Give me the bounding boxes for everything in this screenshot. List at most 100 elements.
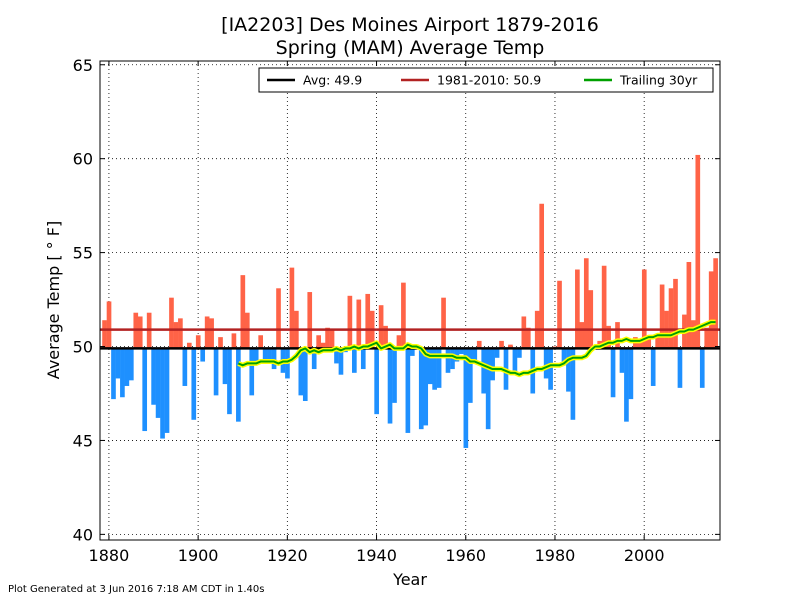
data-bar [588,290,594,349]
data-bar [307,292,313,349]
data-bar [338,348,344,375]
data-bar [695,154,701,349]
data-bar [356,299,362,349]
data-bar [713,258,718,349]
data-bar [169,297,174,349]
data-bar [124,348,130,386]
data-bar [222,348,228,385]
data-bar [240,275,246,349]
x-tick-label: 1960 [445,546,486,565]
data-bar [218,337,223,349]
data-bar [115,348,121,379]
data-bar [334,348,339,364]
data-bar [271,348,277,370]
data-bar [142,348,148,432]
data-bar [476,340,482,349]
data-bar [423,348,429,426]
data-bar [383,325,388,349]
data-bar [548,348,553,390]
grid-layer [100,61,720,540]
data-bar [298,348,304,396]
data-bar [610,348,616,398]
y-axis-label: Average Temp [ ° F] [44,221,63,379]
data-bar [227,348,232,415]
legend-trailing-label: Trailing 30yr [619,73,698,88]
data-bar [360,348,366,370]
data-bar [472,348,478,364]
x-tick-label: 1900 [178,546,219,565]
legend: Avg: 49.9 1981-2010: 50.9 Trailing 30yr [258,67,714,93]
data-bar [481,348,487,394]
data-bar [699,348,705,388]
data-bar [195,335,201,349]
data-bar [646,337,652,349]
data-bar [276,288,281,349]
y-tick-label: 55 [73,244,93,263]
data-bar [494,348,500,358]
lines-layer [100,319,720,378]
x-tick-label: 2000 [624,546,665,565]
data-bar [441,297,446,349]
chart-subtitle: Spring (MAM) Average Temp [276,37,545,59]
data-bar [191,348,197,420]
data-bar [459,348,464,355]
data-bar [601,265,607,349]
data-bar [641,269,647,349]
data-bar [111,348,116,400]
data-bar [236,348,241,422]
data-bar [178,318,183,349]
data-bar [704,327,710,349]
data-bar [392,348,397,403]
data-bar [436,348,442,388]
data-bar [708,271,714,349]
trailing-line [237,321,716,376]
data-bar [677,348,683,388]
y-tick-label: 65 [73,56,93,75]
data-bar [490,348,495,381]
data-bar [128,348,134,381]
data-bar [173,322,179,349]
data-bar [521,316,527,349]
legend-normal-label: 1981-2010: 50.9 [437,73,541,88]
data-bar [106,301,112,349]
data-bar [467,348,473,403]
data-bar [615,322,620,349]
data-bar [374,348,379,415]
data-bar [302,348,308,401]
x-axis-label: Year [392,570,427,589]
data-bar [186,342,192,349]
data-bar [160,348,165,439]
data-bar [405,348,411,433]
data-bar [231,333,237,349]
data-bar [637,339,643,349]
data-bar [155,348,161,418]
x-tick-label: 1920 [267,546,308,565]
data-bar [311,348,317,370]
data-bar [120,348,125,398]
y-tick-label: 50 [73,338,93,357]
data-bar [673,278,678,349]
x-tick-label: 1940 [356,546,397,565]
data-bar [410,348,415,356]
data-bar [320,342,326,349]
data-bar [213,348,219,396]
data-bar [401,282,406,349]
data-bar [659,284,665,349]
data-bar [485,348,491,430]
x-tick-label: 1880 [89,546,130,565]
data-bar [365,293,371,349]
data-bar [182,348,188,386]
data-bar [566,348,571,392]
data-bar [561,348,567,366]
data-bar [325,327,330,349]
data-bar [253,348,259,364]
data-bar [387,348,393,424]
data-bar [499,340,504,349]
data-bar [691,320,696,349]
data-bar [418,348,424,430]
data-bar [543,348,549,379]
data-bar [427,348,433,385]
data-bar [137,316,143,349]
data-bar [164,348,170,433]
